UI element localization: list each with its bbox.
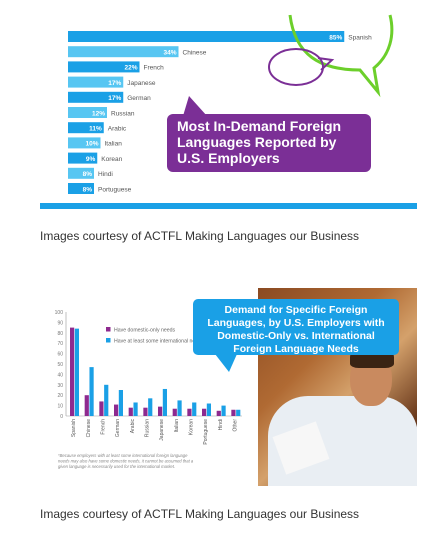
bar-chinese-series-2: [89, 367, 94, 416]
x-tick-label: Portuguese: [203, 419, 209, 445]
bar-german-series-1: [114, 404, 119, 416]
bar-spanish: [68, 31, 345, 42]
bar-spanish-series-2: [74, 328, 79, 416]
image-caption: Images courtesy of ACTFL Making Language…: [40, 507, 360, 521]
bar-arabic-series-2: [133, 402, 138, 416]
data-label: 10%: [85, 141, 98, 148]
legend-label: Have at least some international needs*: [114, 338, 206, 344]
category-label: Italian: [105, 141, 123, 148]
horizontal-bar-chart: 85% Spanish 34% Chinese 22% French 17% Japanese…: [68, 31, 372, 194]
bar-korean: [68, 152, 98, 164]
chart-title-callout: Most In-Demand Foreign Languages Reporte…: [167, 114, 371, 172]
y-tick-label: 90: [57, 320, 63, 326]
bar-other-series-2: [236, 409, 241, 416]
data-label: 17%: [108, 95, 121, 102]
category-label: Arabic: [108, 126, 127, 133]
legend-swatch: [106, 327, 111, 332]
category-label: Japanese: [127, 80, 156, 87]
bar-russian-series-2: [148, 398, 153, 416]
bar-german: [68, 91, 124, 103]
y-tick-label: 40: [57, 372, 63, 378]
category-label: Portuguese: [98, 186, 132, 193]
language-demand-infographic: 85% Spanish 34% Chinese 22% French 17% Japanese…: [40, 0, 417, 212]
vertical-bar-chart: 0 10 20 30 40 50 60 70 80 90 100 Spanish Chinese Fren…: [55, 310, 242, 469]
bar-german-series-2: [118, 390, 123, 416]
data-label: 17%: [108, 80, 121, 87]
x-tick-label: Other: [233, 419, 239, 432]
bar-arabic: [68, 122, 104, 134]
bar-russian: [68, 107, 107, 118]
bar-chinese: [68, 46, 179, 58]
bar-french-series-2: [104, 384, 109, 416]
x-tick-label: Russian: [145, 419, 151, 437]
divider-bar: [40, 203, 417, 209]
bar-russian-series-1: [143, 407, 148, 416]
x-tick-label: Arabic: [130, 419, 136, 434]
category-label: Russian: [111, 110, 135, 117]
x-tick-label: German: [115, 419, 121, 437]
bar-spanish-series-1: [70, 327, 75, 416]
category-label: German: [127, 95, 151, 102]
bar-portuguese-series-1: [202, 408, 207, 416]
y-tick-label: 20: [57, 393, 63, 399]
legend-swatch: [106, 338, 111, 343]
bar-italian: [68, 137, 101, 149]
y-tick-label: 0: [60, 414, 63, 420]
bar-arabic-series-1: [128, 407, 133, 416]
bar-chinese-series-1: [84, 395, 89, 416]
category-label: Chinese: [183, 50, 207, 57]
bar-italian-series-1: [172, 408, 177, 416]
x-tick-label: Japanese: [159, 419, 165, 441]
chart-title-callout: Demand for Specific Foreign Languages, b…: [193, 299, 399, 355]
y-tick-label: 80: [57, 331, 63, 337]
data-label: 85%: [329, 34, 342, 41]
data-label: 8%: [83, 171, 93, 178]
bar-other-series-1: [231, 409, 236, 416]
callout-tail: [215, 354, 237, 372]
y-tick-label: 70: [57, 341, 63, 347]
data-label: 12%: [92, 110, 105, 117]
y-tick-label: 30: [57, 383, 63, 389]
x-tick-label: French: [101, 419, 107, 435]
bar-hindi: [68, 167, 94, 179]
bar-korean-series-2: [192, 402, 197, 416]
category-label: Korean: [101, 156, 122, 163]
data-label: 34%: [163, 50, 176, 57]
bar-hindi-series-2: [221, 405, 226, 416]
bar-hindi-series-1: [216, 410, 221, 416]
data-label: 22%: [124, 65, 137, 72]
y-tick-label: 60: [57, 352, 63, 358]
data-label: 9%: [86, 156, 96, 163]
data-label: 11%: [89, 126, 102, 133]
bar-french-series-1: [99, 401, 104, 416]
bar-japanese-series-1: [158, 406, 163, 416]
legend-label: Have domestic-only needs: [114, 327, 176, 333]
y-tick-label: 10: [57, 404, 63, 410]
x-tick-label: Chinese: [86, 419, 92, 438]
x-tick-label: Korean: [189, 419, 195, 435]
category-label: French: [144, 65, 165, 72]
y-tick-label: 100: [55, 310, 64, 316]
domestic-vs-international-infographic: 0 10 20 30 40 50 60 70 80 90 100 Spanish Chinese Fren…: [40, 288, 417, 486]
bar-portuguese: [68, 183, 94, 194]
bar-korean-series-1: [187, 408, 192, 416]
bar-italian-series-2: [177, 400, 182, 416]
footnote: *Because employers with at least some in…: [58, 453, 194, 469]
x-tick-label: Spanish: [71, 419, 77, 437]
image-caption: Images courtesy of ACTFL Making Language…: [40, 229, 360, 243]
bar-portuguese-series-2: [206, 403, 211, 416]
callout-tail: [183, 96, 207, 116]
bar-japanese: [68, 76, 124, 88]
category-label: Spanish: [348, 34, 372, 41]
x-tick-label: Italian: [174, 419, 180, 433]
category-label: Hindi: [98, 171, 113, 178]
bar-japanese-series-2: [162, 388, 167, 416]
data-label: 8%: [83, 186, 93, 193]
y-tick-label: 50: [57, 362, 63, 368]
bar-french: [68, 61, 140, 73]
x-tick-label: Hindi: [218, 419, 224, 430]
